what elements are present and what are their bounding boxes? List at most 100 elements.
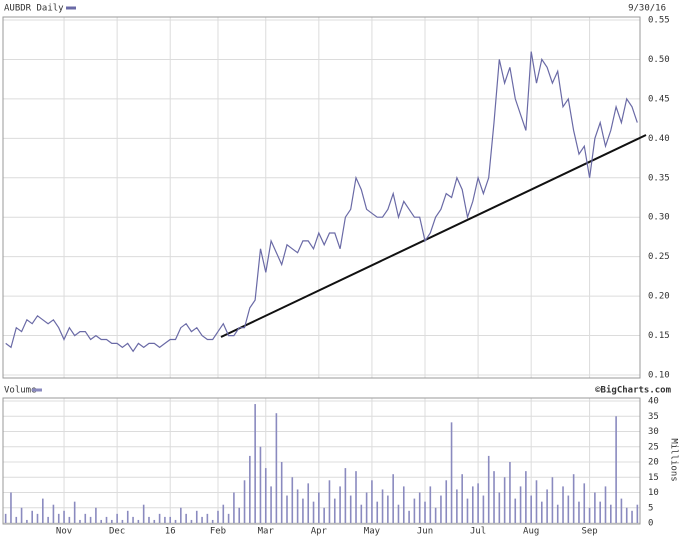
volume-bar	[461, 474, 463, 523]
x-tick-label: Feb	[210, 527, 226, 537]
y-tick-label: 0	[648, 519, 653, 529]
volume-bar	[132, 516, 134, 523]
x-tick-label: May	[364, 527, 381, 537]
volume-bar	[259, 446, 262, 523]
volume-bar	[105, 516, 108, 523]
volume-bar	[95, 507, 97, 523]
volume-bar	[583, 483, 586, 523]
volume-bar	[36, 513, 39, 523]
volume-bar	[360, 504, 363, 523]
y-tick-label: 35	[648, 412, 659, 422]
volume-bar	[578, 501, 580, 523]
volume-bar	[121, 519, 124, 523]
y-tick-label: 0.20	[648, 292, 670, 302]
x-tick-label: Mar	[258, 527, 275, 537]
y-tick-label: 25	[648, 442, 659, 452]
volume-bar	[381, 489, 384, 523]
volume-bar	[376, 501, 379, 523]
trend-line	[220, 134, 647, 338]
volume-bar	[52, 504, 55, 523]
y-tick-label: 10	[648, 488, 659, 498]
volume-bar	[333, 498, 336, 523]
volume-bar	[397, 504, 400, 523]
volume-bar	[424, 501, 426, 523]
volume-bar	[339, 486, 341, 523]
volume-bar	[344, 468, 347, 523]
volume-bar	[307, 483, 310, 523]
volume-bar	[556, 504, 559, 523]
x-tick-label: Jul	[470, 527, 486, 537]
volume-bar	[238, 507, 241, 523]
y-tick-label: 0.45	[648, 94, 670, 104]
volume-bar	[26, 519, 28, 523]
volume-bar	[148, 516, 150, 523]
y-tick-label: 5	[648, 503, 653, 513]
y-tick-label: 0.40	[648, 134, 670, 144]
volume-bar	[445, 480, 448, 523]
volume-bar	[111, 519, 113, 523]
chart-title: AUBDR Daily	[4, 4, 64, 14]
volume-bar	[588, 507, 591, 523]
volume-bar	[471, 486, 474, 523]
price-frame	[2, 16, 641, 379]
volume-bar	[211, 519, 214, 523]
volume-bar	[429, 486, 432, 523]
volume-bar	[10, 492, 12, 523]
volume-bar	[551, 477, 554, 523]
volume-bar	[227, 513, 230, 523]
volume-bar	[509, 462, 511, 523]
volume-bar	[567, 495, 570, 523]
volume-bar	[604, 486, 607, 523]
x-tick-label: Sep	[581, 527, 597, 537]
volume-bar	[142, 504, 145, 523]
volume-bar	[190, 519, 193, 523]
volume-bar	[450, 422, 453, 523]
volume-bar	[233, 492, 235, 523]
volume-bar	[418, 492, 421, 523]
volume-bar	[620, 498, 623, 523]
volume-bar	[615, 416, 617, 523]
volume-bar	[57, 513, 60, 523]
volume-bar	[286, 495, 288, 523]
volume-bar	[158, 513, 161, 523]
y-tick-label: 0.30	[648, 213, 670, 223]
volume-bar	[392, 474, 394, 523]
volume-bar	[243, 480, 246, 523]
y-tick-label: 0.55	[648, 16, 670, 26]
x-tick-label: 16	[165, 527, 176, 537]
volume-bar	[222, 504, 225, 523]
volume-bar	[503, 477, 506, 523]
volume-bar	[15, 516, 18, 523]
volume-bar	[291, 477, 294, 523]
volume-bar	[328, 480, 331, 523]
volume-bar	[312, 501, 315, 523]
volume-bar	[20, 507, 23, 523]
x-tick-label: Jun	[417, 527, 433, 537]
volume-bar	[206, 513, 209, 523]
volume-bar	[174, 519, 177, 523]
volume-bar	[42, 498, 44, 523]
volume-bar	[302, 498, 304, 523]
volume-bar	[164, 516, 166, 523]
y-tick-label: 0.15	[648, 331, 670, 341]
volume-bar	[264, 468, 267, 523]
volume-bar	[318, 492, 320, 523]
volume-bar	[434, 507, 437, 523]
volume-bar	[254, 404, 256, 523]
y-tick-label: 0.10	[648, 371, 670, 381]
volume-bar	[217, 510, 219, 523]
volume-bar	[195, 510, 198, 523]
volume-bar	[514, 498, 517, 523]
volume-bar	[535, 480, 538, 523]
volume-bar	[201, 516, 203, 523]
price-line	[5, 51, 638, 353]
volume-bar	[79, 519, 81, 523]
volume-bar	[270, 486, 272, 523]
volume-bar	[169, 516, 172, 523]
volume-bar	[31, 510, 33, 523]
volume-axis-label: Millions	[669, 438, 679, 481]
volume-bar	[63, 510, 65, 523]
volume-bar	[84, 513, 87, 523]
volume-bar	[440, 495, 442, 523]
volume-bar	[610, 504, 612, 523]
